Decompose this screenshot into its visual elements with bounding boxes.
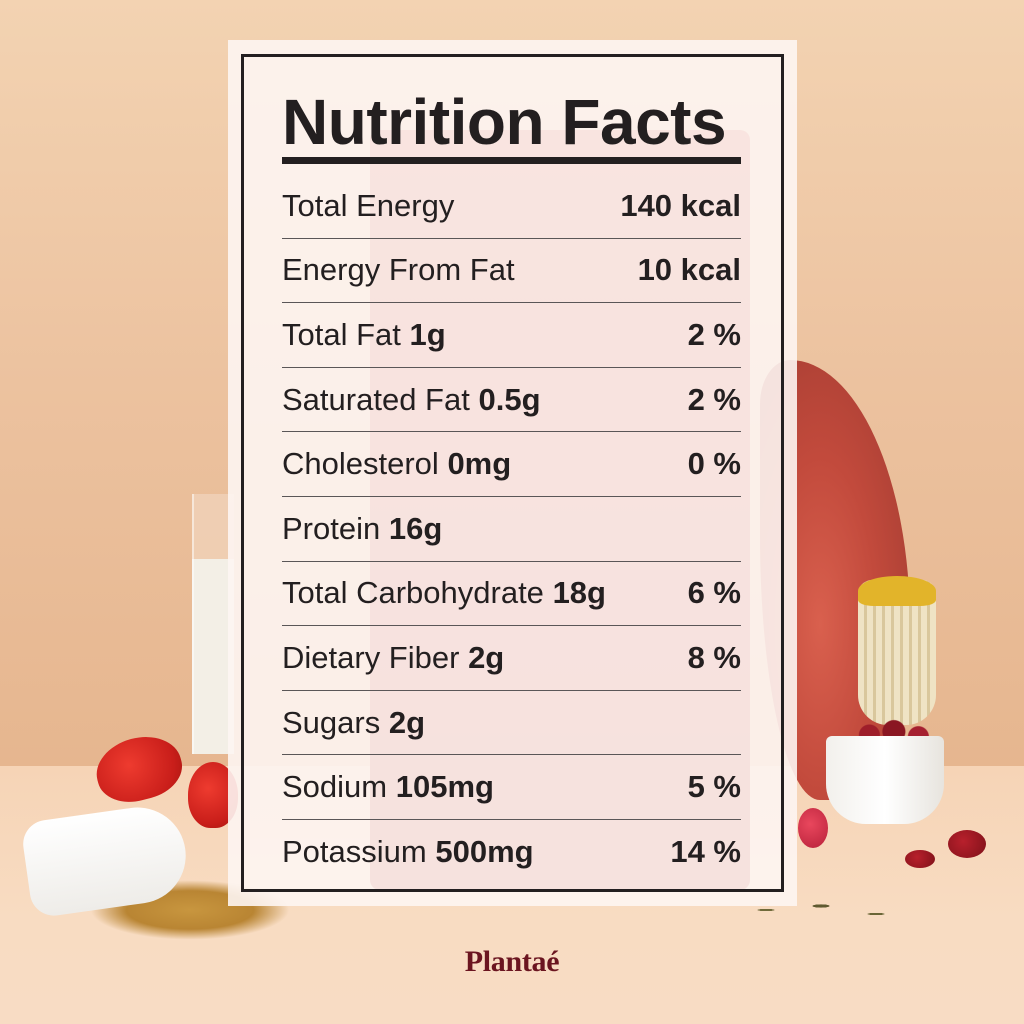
daily-value: 8 % bbox=[687, 639, 741, 675]
nutrition-row: Cholesterol 0mg 0 % bbox=[282, 432, 741, 497]
nutrition-row: Dietary Fiber 2g 8 % bbox=[282, 626, 741, 691]
nutrient-amount: 2g bbox=[468, 639, 505, 675]
nutrient-name: Potassium bbox=[282, 834, 427, 870]
daily-value: 2 % bbox=[687, 381, 741, 417]
nutrition-row: Energy From Fat 10 kcal bbox=[282, 239, 741, 304]
nutrition-row: Total Energy 140 kcal bbox=[282, 174, 741, 239]
title-divider bbox=[282, 157, 741, 164]
nutrition-row: Total Carbohydrate 18g 6 % bbox=[282, 562, 741, 627]
nutrient-amount: 500mg bbox=[435, 834, 534, 870]
nutrition-row: Protein 16g bbox=[282, 497, 741, 562]
banana-flower-stamen bbox=[858, 576, 936, 725]
nutrient-name: Total Fat bbox=[282, 316, 401, 352]
dried-berry bbox=[948, 830, 986, 858]
daily-value: 10 kcal bbox=[637, 252, 741, 288]
nutrient-label: Sugars 2g bbox=[282, 705, 425, 741]
nutrient-label: Protein 16g bbox=[282, 511, 442, 547]
nutrient-label: Saturated Fat 0.5g bbox=[282, 382, 541, 418]
nutrient-name: Dietary Fiber bbox=[282, 639, 460, 675]
nutrient-label: Cholesterol 0mg bbox=[282, 446, 511, 482]
nutrient-amount: 16g bbox=[388, 510, 443, 546]
nutrition-row: Sugars 2g bbox=[282, 691, 741, 756]
nutrient-amount: 0.5g bbox=[478, 381, 541, 417]
nutrient-label: Energy From Fat bbox=[282, 252, 515, 288]
nutrient-name: Energy From Fat bbox=[282, 252, 515, 288]
nutrition-rows: Total Energy 140 kcal Energy From Fat 10 kc… bbox=[282, 174, 741, 885]
nutrient-amount: 2g bbox=[388, 704, 426, 740]
nutrient-label: Total Carbohydrate 18g bbox=[282, 575, 606, 611]
nutrition-row: Sodium 105mg 5 % bbox=[282, 755, 741, 820]
nutrient-name: Sodium bbox=[282, 769, 388, 805]
nutrition-row: Potassium 500mg 14 % bbox=[282, 820, 741, 885]
daily-value: 0 % bbox=[687, 446, 741, 482]
nutrient-label: Potassium 500mg bbox=[282, 834, 534, 870]
panel-border bbox=[241, 54, 784, 892]
nutrient-label: Sodium 105mg bbox=[282, 769, 494, 805]
nutrient-label: Total Fat 1g bbox=[282, 317, 446, 353]
white-jug bbox=[826, 736, 944, 824]
nutrition-row: Total Fat 1g 2 % bbox=[282, 303, 741, 368]
nutrient-label: Dietary Fiber 2g bbox=[282, 640, 504, 676]
panel-title: Nutrition Facts bbox=[282, 86, 727, 158]
milk-glass bbox=[192, 494, 234, 754]
daily-value: 140 kcal bbox=[620, 187, 741, 223]
raspberry bbox=[798, 808, 828, 848]
dried-berry bbox=[905, 850, 935, 868]
nutrient-name: Saturated Fat bbox=[282, 381, 470, 417]
nutrient-amount: 0mg bbox=[447, 446, 512, 482]
brand-logo: Plantaé bbox=[464, 945, 560, 978]
nutrient-amount: 105mg bbox=[395, 769, 494, 805]
nutrient-amount: 1g bbox=[409, 316, 446, 352]
nutrition-row: Saturated Fat 0.5g 2 % bbox=[282, 368, 741, 433]
daily-value: 6 % bbox=[687, 575, 741, 611]
daily-value: 14 % bbox=[670, 834, 741, 870]
nutrient-label: Total Energy bbox=[282, 188, 454, 224]
nutrient-name: Protein bbox=[282, 510, 381, 546]
daily-value: 5 % bbox=[687, 769, 741, 805]
nutrient-name: Cholesterol bbox=[282, 446, 439, 482]
daily-value: 2 % bbox=[687, 316, 741, 352]
nutrient-name: Total Energy bbox=[282, 187, 455, 223]
nutrient-amount: 18g bbox=[552, 575, 606, 611]
nutrition-facts-panel: Nutrition Facts Total Energy 140 kcal Ener… bbox=[228, 40, 797, 906]
nutrient-name: Sugars bbox=[282, 704, 381, 740]
nutrient-name: Total Carbohydrate bbox=[282, 575, 544, 611]
